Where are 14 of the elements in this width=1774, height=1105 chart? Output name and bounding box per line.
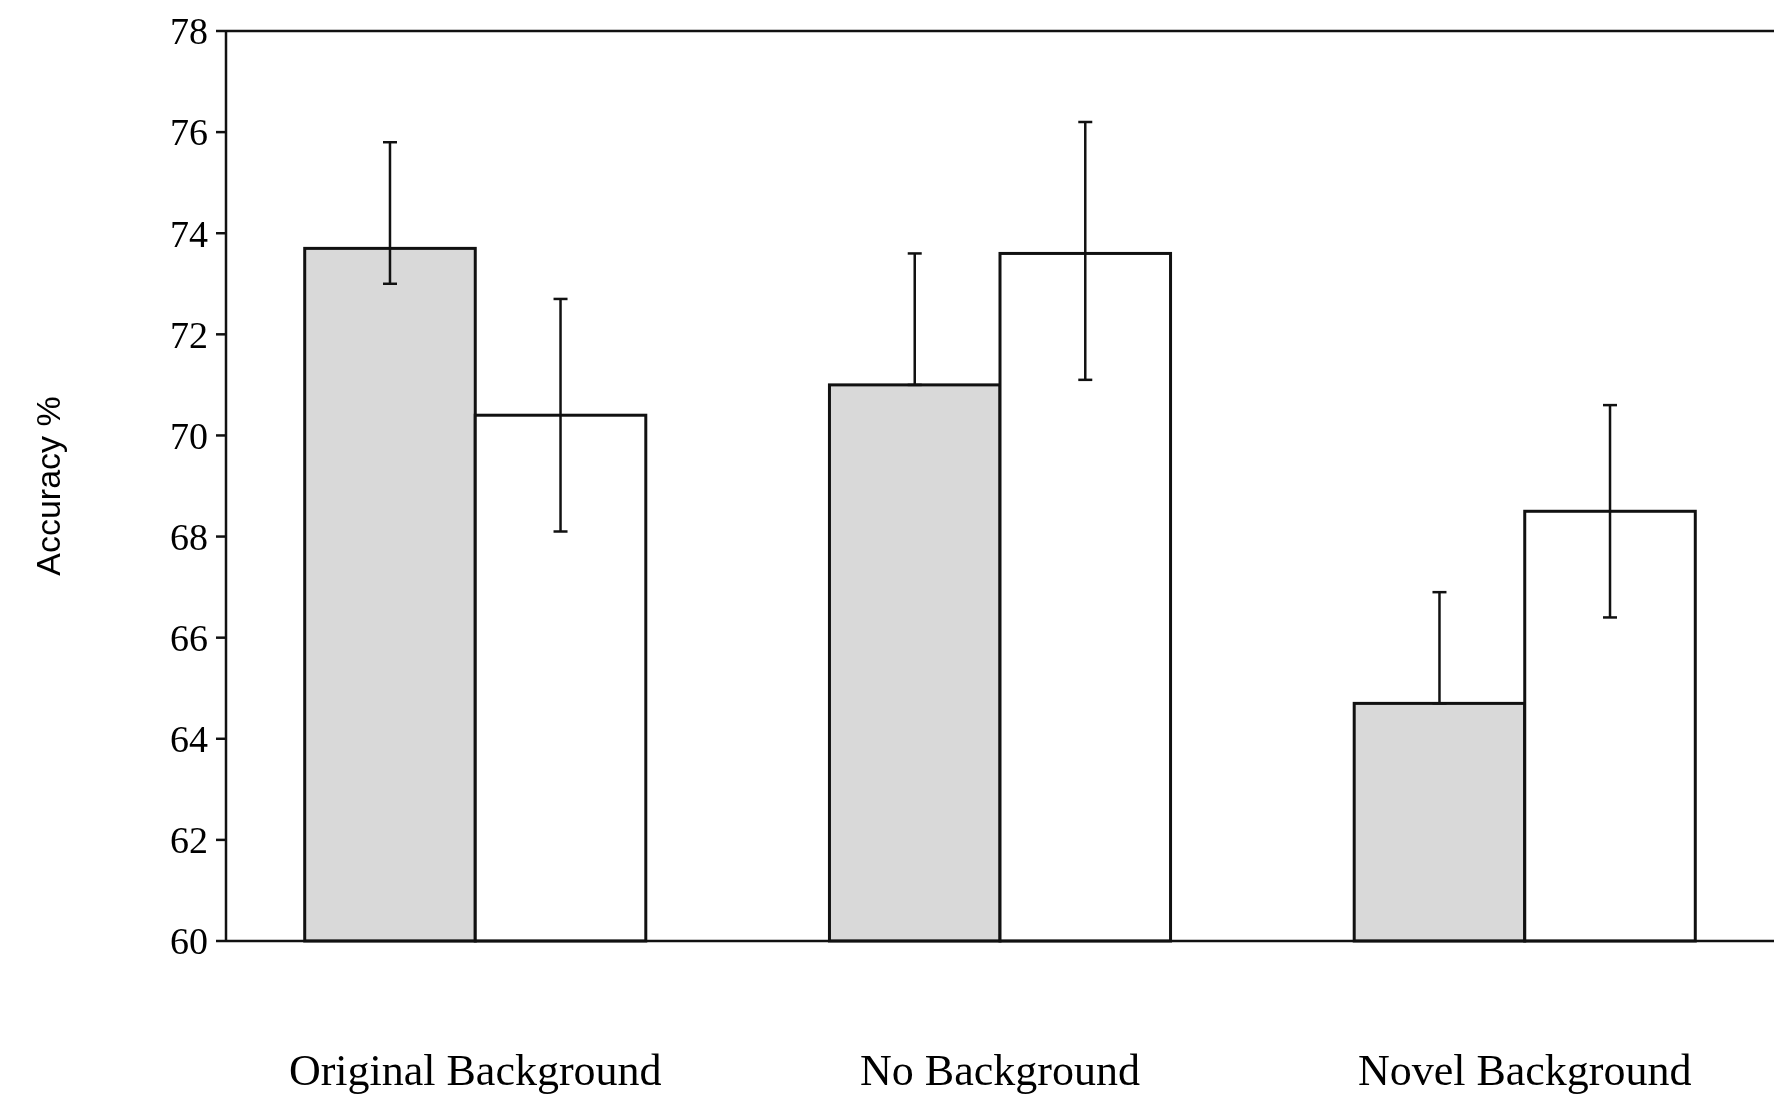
- x-tick-label: Original Background: [288, 1046, 662, 1095]
- y-tick-label: 68: [170, 515, 208, 558]
- y-tick-label: 62: [170, 819, 208, 862]
- y-tick-label: 78: [170, 10, 208, 53]
- y-tick-label: 76: [170, 111, 208, 154]
- y-tick-label: 70: [170, 414, 208, 457]
- y-tick-label: 66: [170, 616, 208, 659]
- y-tick-label: 60: [170, 920, 208, 963]
- y-tick-label: 64: [170, 718, 208, 761]
- y-axis-title: Accuracy %: [29, 396, 67, 576]
- y-tick-label: 74: [170, 212, 208, 255]
- y-tick-label: 72: [170, 313, 208, 356]
- x-tick-label: No Background: [860, 1046, 1140, 1095]
- x-tick-label: Novel Background: [1357, 1046, 1692, 1095]
